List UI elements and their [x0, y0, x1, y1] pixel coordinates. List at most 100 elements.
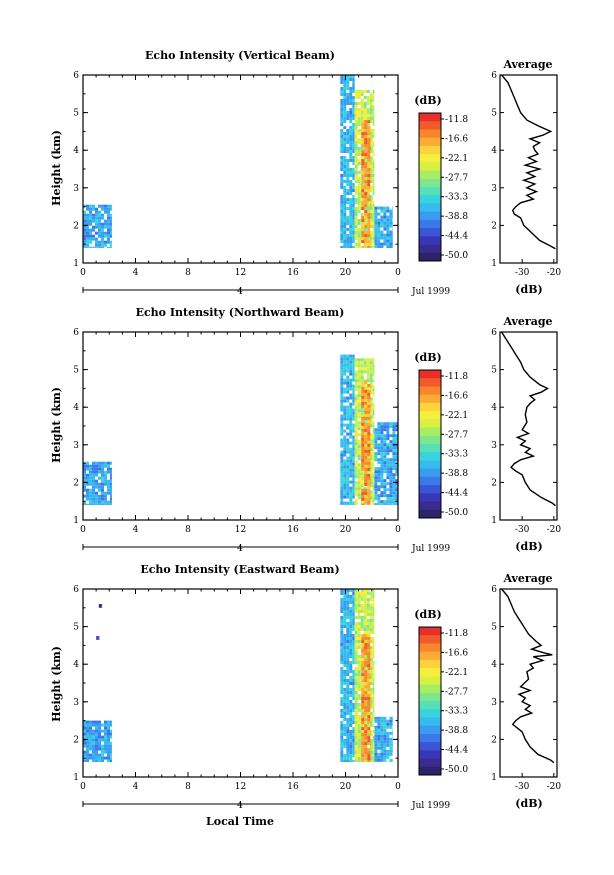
vertical-average-frame: [499, 74, 558, 264]
vertical-echo-cell: [343, 75, 347, 78]
eastward-echo-cell: [354, 631, 358, 634]
northward-echo-cell: [340, 453, 344, 457]
vertical-echo-cell: [340, 147, 344, 150]
northward-echo-cell: [367, 437, 371, 441]
northward-echo-cell: [392, 446, 396, 450]
northward-echo-cell: [346, 465, 350, 469]
eastward-echo-cell: [354, 673, 358, 676]
vertical-date-label: Jul 1999: [411, 287, 450, 297]
eastward-echo-cell: [89, 735, 92, 739]
eastward-echo-cell: [343, 598, 347, 601]
eastward-echo-cell: [372, 643, 375, 646]
northward-echo-cell: [366, 379, 370, 383]
vertical-echo-cell: [98, 210, 101, 214]
northward-echo-cell: [354, 421, 358, 425]
eastward-echo-cell: [343, 658, 347, 661]
vertical-echo-cell: [95, 222, 98, 226]
northward-echo-cell: [107, 479, 110, 483]
northward-echo-cell: [352, 438, 355, 442]
northward-echo-cell: [346, 366, 350, 370]
vertical-echo-cell: [372, 222, 375, 225]
northward-echo-cell: [357, 373, 361, 377]
vertical-echo-cell: [374, 209, 378, 213]
northward-echo-cell: [340, 378, 344, 382]
eastward-echo-cell: [349, 601, 353, 604]
northward-echo-cell: [374, 470, 378, 474]
northward-echo-cell: [352, 414, 355, 418]
vertical-echo-cell: [360, 99, 364, 102]
vertical-echo-cell: [372, 219, 375, 222]
vertical-echo-cell: [89, 237, 92, 241]
eastward-echo-cell: [354, 688, 358, 691]
eastward-echo-cell: [346, 646, 350, 649]
northward-time-tick-label: 4: [133, 525, 139, 535]
eastward-echo-cell: [89, 729, 92, 733]
northward-echo-cell: [349, 402, 353, 406]
eastward-beam-title: Echo Intensity (Eastward Beam): [140, 563, 339, 576]
eastward-echo-cell: [354, 592, 358, 595]
eastward-echo-cell: [357, 598, 361, 601]
northward-echo-cell: [374, 503, 378, 505]
eastward-echo-cell: [383, 737, 387, 741]
eastward-echo-cell: [95, 729, 98, 733]
vertical-echo-cell: [343, 96, 347, 99]
vertical-echo-cell: [364, 120, 368, 124]
northward-echo-cell: [340, 402, 344, 406]
eastward-echo-cell: [363, 628, 367, 631]
vertical-echo-cell: [352, 237, 355, 240]
eastward-echo-cell: [361, 652, 365, 656]
eastward-echo-cell: [346, 724, 350, 727]
vertical-echo-cell: [354, 225, 358, 228]
eastward-echo-cell: [357, 658, 361, 661]
eastward-echo-cell: [364, 748, 368, 752]
vertical-echo-cell: [372, 141, 375, 144]
northward-echo-cell: [357, 421, 361, 425]
northward-echo-cell: [340, 438, 344, 442]
northward-echo-cell: [372, 484, 375, 488]
vertical-echo-cell: [346, 138, 350, 141]
vertical-echo-cell: [367, 132, 371, 136]
northward-echo-cell: [349, 372, 353, 376]
northward-average-height-label: 1: [491, 516, 497, 526]
northward-echo-cell: [110, 500, 112, 504]
vertical-echo-cell: [352, 78, 355, 81]
northward-echo-cell: [340, 384, 344, 388]
vertical-echo-cell: [364, 150, 368, 154]
vertical-echo-cell: [364, 141, 368, 145]
eastward-echo-cell: [354, 712, 358, 715]
vertical-echo-cell: [86, 228, 89, 232]
northward-echo-cell: [389, 476, 393, 480]
northward-echo-cell: [392, 455, 396, 459]
northward-echo-cell: [367, 434, 371, 438]
eastward-echo-cell: [343, 616, 347, 619]
northward-echo-cell: [364, 410, 368, 414]
eastward-echo-cell: [354, 637, 358, 640]
northward-echo-cell: [352, 390, 355, 394]
eastward-echo-cell: [343, 760, 347, 762]
eastward-echo-cell: [349, 670, 353, 673]
northward-echo-cell: [349, 453, 353, 457]
eastward-echo-cell: [372, 706, 375, 709]
eastward-height-tick-label: 6: [73, 585, 79, 595]
vertical-colorbar-label: -27.7: [445, 173, 468, 183]
eastward-echo-cell: [357, 736, 361, 739]
vertical-colorbar-swatch: [419, 228, 441, 237]
eastward-echo-cell: [357, 673, 361, 676]
northward-echo-cell: [372, 460, 375, 464]
vertical-height-tick-label: 5: [73, 109, 79, 119]
northward-echo-cell: [89, 503, 92, 505]
northward-echo-cell: [340, 396, 344, 400]
northward-echo-cell: [107, 485, 110, 489]
vertical-echo-cell: [349, 111, 353, 114]
northward-echo-cell: [364, 494, 368, 498]
eastward-echo-cell: [343, 694, 347, 697]
vertical-echo-cell: [340, 201, 344, 204]
vertical-echo-cell: [349, 246, 353, 248]
northward-echo-cell: [340, 369, 344, 373]
northward-echo-cell: [367, 488, 371, 492]
vertical-echo-cell: [360, 111, 364, 114]
eastward-echo-cell: [364, 658, 368, 662]
northward-echo-cell: [354, 499, 358, 503]
vertical-echo-cell: [369, 150, 373, 153]
